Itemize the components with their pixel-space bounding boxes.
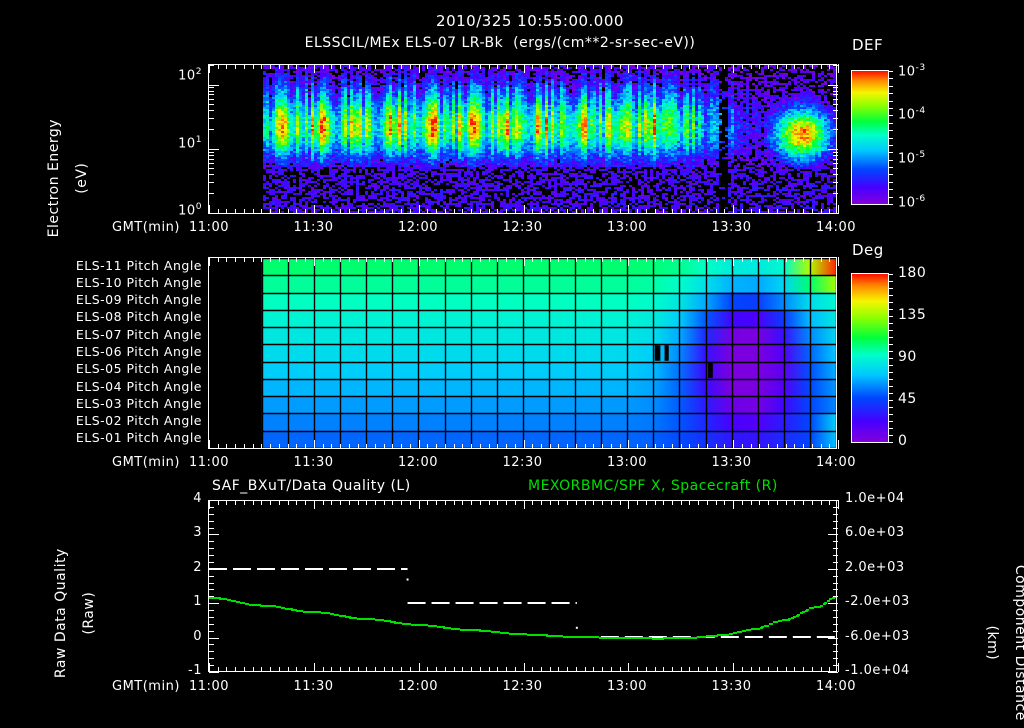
bot-xticks-label: 13:30 [711, 679, 752, 694]
deg-colorbar-label: Deg [852, 241, 884, 259]
spec-xticks-label: 11:00 [189, 220, 229, 235]
bottom-ytick-right: 6.0e+03 [845, 525, 905, 541]
pitch-angle-row-label: ELS-09 Pitch Angle [75, 292, 202, 308]
bottom-ylabel-right-line2: (km) [984, 625, 1000, 661]
spec-xticks-label: 13:30 [711, 220, 752, 235]
bottom-plot-axis-ticks [192, 487, 872, 687]
bottom-ytick-left: 2 [193, 559, 202, 575]
def-colorbar-label: DEF [852, 36, 884, 54]
pitch-angle-xlabel: GMT(min) [112, 455, 180, 470]
pa-xticks-label: 12:30 [502, 455, 543, 470]
bot-xticks-label: 11:00 [189, 679, 229, 694]
deg-colorbar-frame [851, 273, 889, 443]
bottom-ylabel-right-line1: Component Distance [1012, 564, 1024, 721]
bottom-ylabel-left: Raw Data Quality (Raw) [0, 548, 170, 691]
bottom-ytick-left: 3 [193, 525, 202, 541]
pitch-angle-row-label: ELS-07 Pitch Angle [75, 326, 202, 342]
pitch-angle-row-label: ELS-05 Pitch Angle [75, 361, 202, 377]
pitch-angle-row-label: ELS-11 Pitch Angle [75, 257, 202, 273]
pitch-angle-row-label: ELS-08 Pitch Angle [75, 309, 202, 325]
spectrogram-ylabel-line1: Electron Energy [46, 118, 62, 238]
bot-xticks-label: 13:00 [607, 679, 647, 694]
figure-root: 2010/325 10:55:00.000 ELSSCIL/MEx ELS-07… [0, 12, 1024, 721]
pitch-angle-row-label: ELS-10 Pitch Angle [75, 274, 202, 290]
pitch-angle-row-label: ELS-04 Pitch Angle [75, 378, 202, 394]
deg-colorbar-gradient [852, 274, 888, 442]
deg-colorbar-tick: 0 [898, 433, 908, 449]
spectrogram-ytick-1: 101 [178, 135, 202, 152]
bottom-ylabel-right: Component Distance (km) [906, 565, 1024, 721]
deg-colorbar-tick: 90 [898, 349, 917, 365]
spec-xticks-label: 13:00 [607, 220, 647, 235]
bot-xticks-label: 12:00 [398, 679, 438, 694]
bottom-ytick-left: 1 [193, 594, 202, 610]
spec-xticks-label: 11:30 [293, 220, 334, 235]
bottom-ytick-right: -1.0e+04 [845, 663, 910, 678]
bottom-ytick-left: -1 [188, 663, 202, 678]
pa-xticks-label: 13:30 [711, 455, 752, 470]
spectrogram-xlabel: GMT(min) [112, 220, 180, 235]
bottom-ytick-right: -6.0e+03 [845, 628, 910, 644]
pa-xticks-label: 11:00 [189, 455, 229, 470]
bottom-ytick-right: 1.0e+04 [845, 491, 905, 506]
def-colorbar-tick-2: 10-5 [898, 150, 926, 167]
def-colorbar-tick-1: 10-4 [898, 106, 926, 123]
def-colorbar-ticks [888, 62, 904, 212]
bottom-ytick-left: 0 [193, 628, 202, 644]
pitch-angle-axis-ticks [192, 244, 852, 464]
pa-xticks-label: 12:00 [398, 455, 438, 470]
spectrogram-ylabel-line2: (eV) [74, 162, 90, 194]
bottom-ylabel-left-line2: (Raw) [81, 591, 97, 635]
pitch-angle-row-label: ELS-06 Pitch Angle [75, 344, 202, 359]
spectrogram-subtitle: ELSSCIL/MEx ELS-07 LR-Bk (ergs/(cm**2-sr… [304, 35, 696, 51]
spectrogram-ytick-2: 102 [178, 67, 202, 84]
deg-colorbar-ticks [888, 265, 904, 450]
spectrogram-ytick-0: 100 [178, 202, 202, 219]
deg-colorbar-tick: 180 [898, 265, 927, 281]
bot-xticks-label: 12:30 [502, 679, 543, 694]
spec-xticks-label: 12:30 [502, 220, 543, 235]
def-colorbar-tick-3: 10-6 [898, 194, 926, 211]
figure-title: 2010/325 10:55:00.000 [436, 12, 624, 30]
bot-xticks-label: 14:00 [816, 679, 856, 694]
bottom-ytick-right: 2.0e+03 [845, 559, 905, 575]
pa-xticks-label: 11:30 [293, 455, 334, 470]
def-colorbar-gradient [852, 71, 888, 204]
bot-xticks-label: 11:30 [293, 679, 334, 694]
bottom-xlabel: GMT(min) [112, 679, 180, 694]
spectrogram-axis-ticks [192, 50, 852, 230]
pa-xticks-label: 13:00 [607, 455, 647, 470]
def-colorbar-frame [851, 70, 889, 205]
spec-xticks-label: 14:00 [816, 220, 856, 235]
spec-xticks-label: 12:00 [398, 220, 438, 235]
pitch-angle-row-label: ELS-03 Pitch Angle [75, 395, 202, 411]
bottom-ytick-left: 4 [193, 491, 202, 506]
deg-colorbar-tick: 45 [898, 391, 917, 407]
pa-xticks-label: 14:00 [816, 455, 856, 470]
def-colorbar-tick-0: 10-3 [898, 63, 926, 80]
bottom-ytick-right: -2.0e+03 [845, 594, 910, 610]
spectrogram-ylabel: Electron Energy (eV) [0, 119, 158, 256]
pitch-angle-row-label: ELS-01 Pitch Angle [75, 430, 202, 446]
deg-colorbar-tick: 135 [898, 307, 927, 323]
pitch-angle-row-label: ELS-02 Pitch Angle [75, 413, 202, 429]
bottom-ylabel-left-line1: Raw Data Quality [53, 548, 69, 679]
